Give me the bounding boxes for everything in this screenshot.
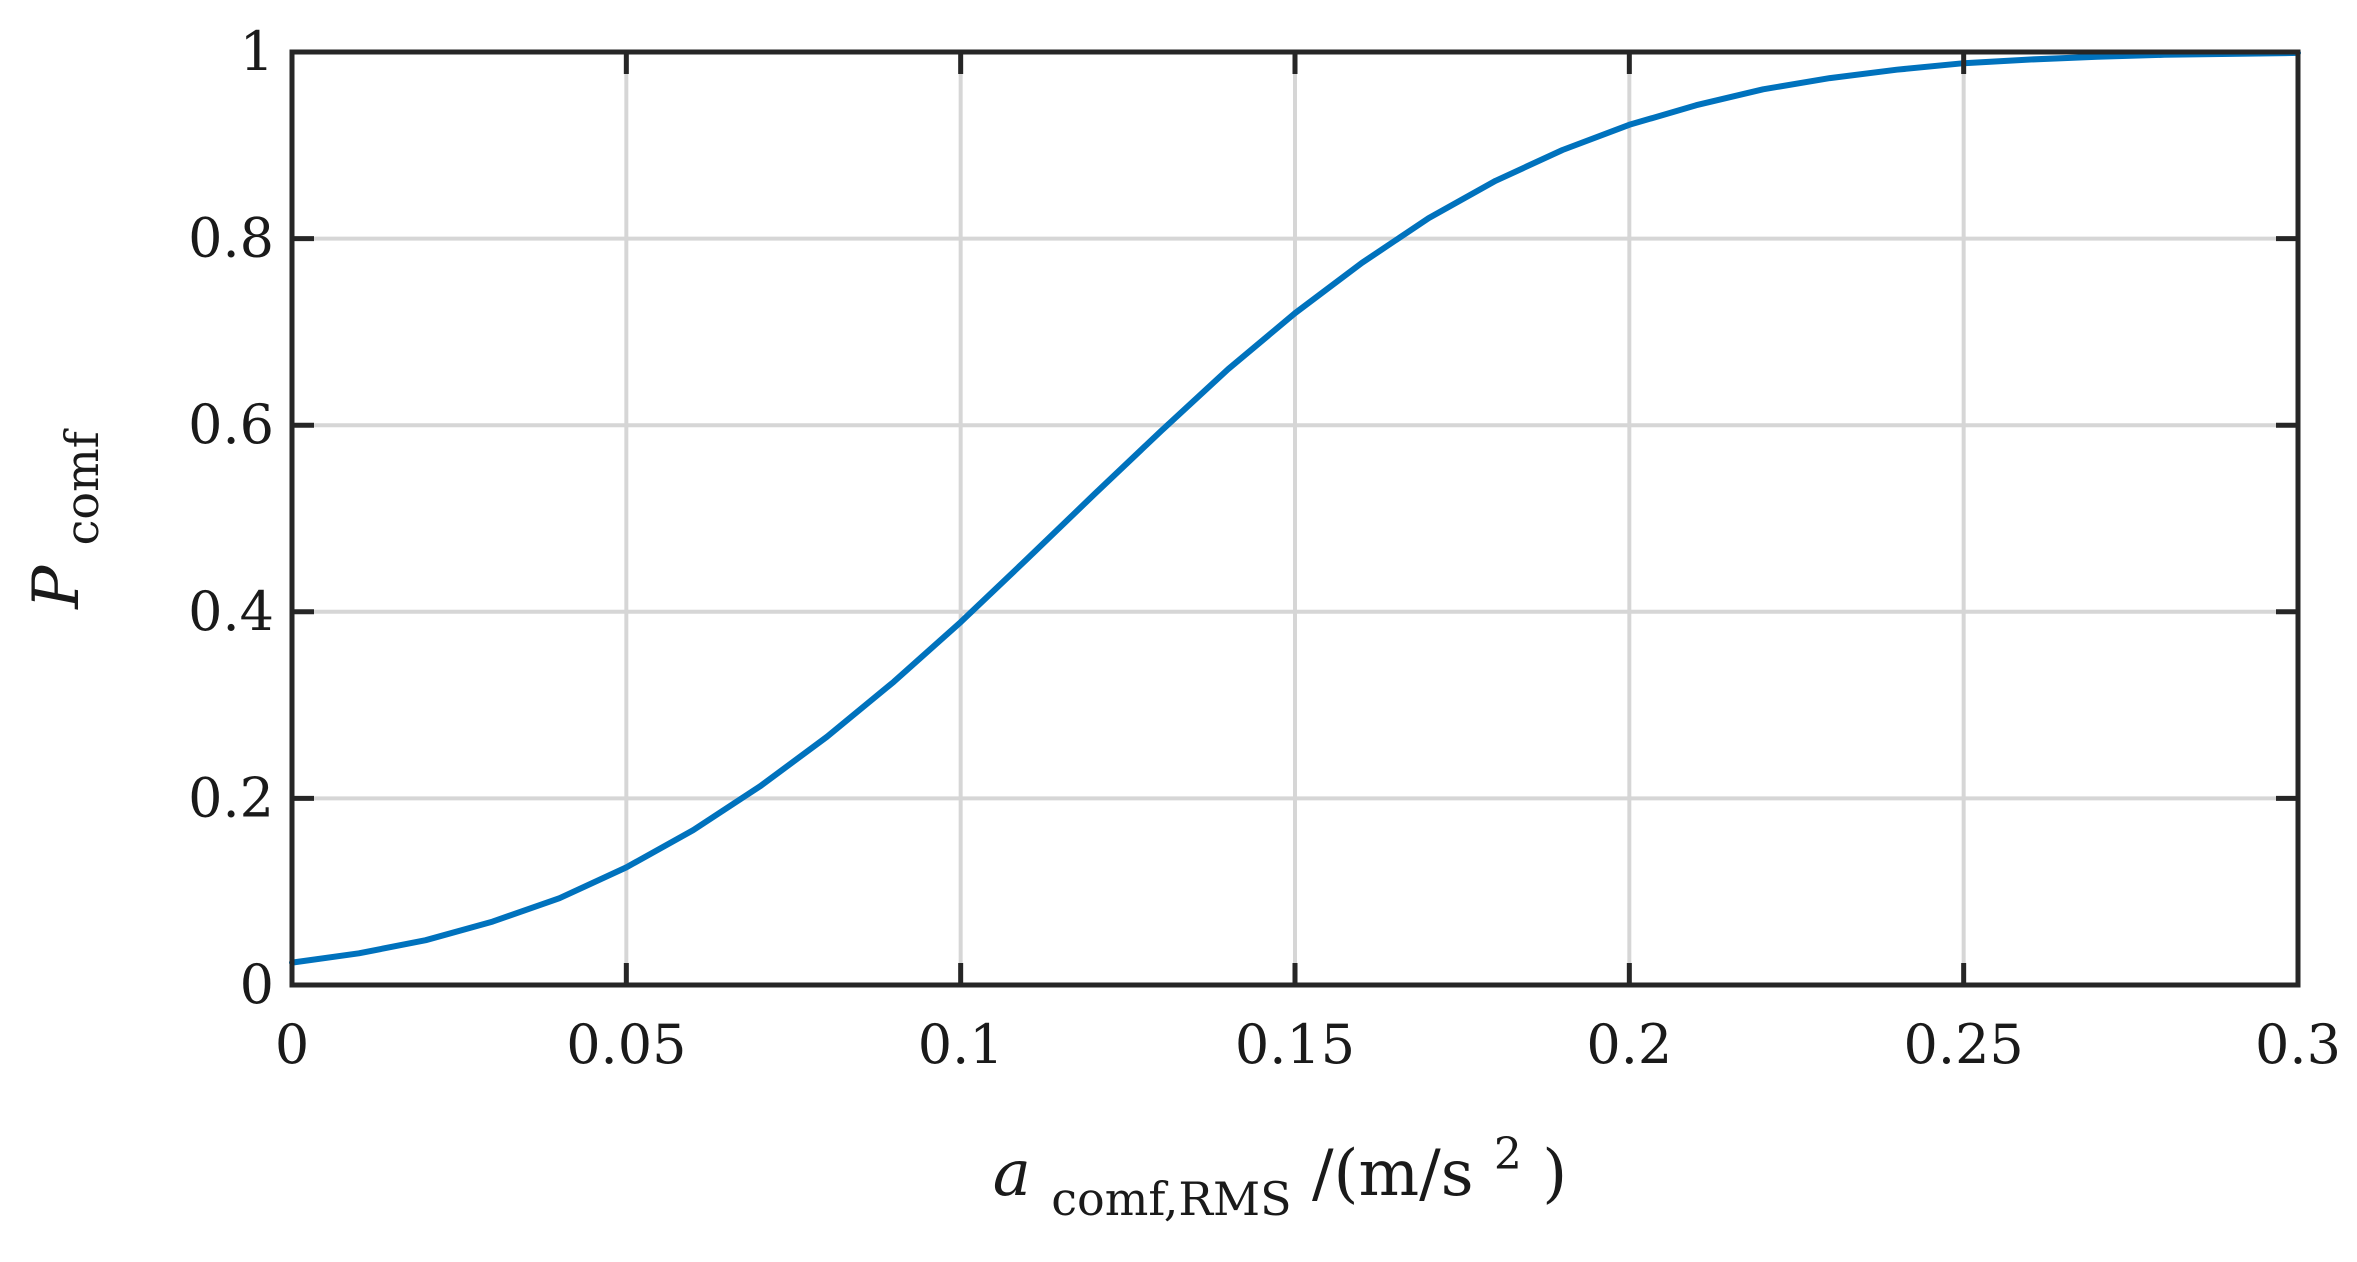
x-axis-label-units: /(m/s: [1312, 1137, 1474, 1211]
x-axis-label-superscript: 2: [1494, 1129, 1522, 1180]
grid: [292, 52, 2298, 985]
x-tick-label: 0.25: [1904, 1013, 2024, 1076]
y-tick-label: 0.8: [188, 207, 274, 270]
y-axis-label: P comf: [20, 428, 109, 609]
y-axis-label-base: P: [20, 565, 94, 610]
ticks: [289, 49, 2301, 988]
y-axis-label-subscript: comf: [55, 428, 109, 545]
y-tick-label: 0.6: [188, 393, 274, 456]
x-axis-label-base: a: [993, 1137, 1031, 1211]
y-tick-labels: 0 0.2 0.4 0.6 0.8 1: [188, 20, 274, 1016]
x-tick-label: 0.3: [2255, 1013, 2341, 1076]
x-tick-label: 0.05: [566, 1013, 686, 1076]
x-axis-label-close: ): [1542, 1137, 1567, 1211]
x-tick-labels: 0 0.05 0.1 0.15 0.2 0.25 0.3: [275, 1013, 2341, 1076]
y-tick-label: 0: [240, 953, 274, 1016]
x-tick-label: 0.1: [918, 1013, 1004, 1076]
x-tick-label: 0: [275, 1013, 309, 1076]
y-tick-label: 0.4: [188, 580, 274, 643]
x-tick-label: 0.2: [1586, 1013, 1672, 1076]
x-axis-label-subscript: comf,RMS: [1051, 1172, 1291, 1226]
y-tick-label: 0.2: [188, 766, 274, 829]
x-axis-label: a comf,RMS /(m/s 2 ): [993, 1111, 1567, 1231]
y-tick-label: 1: [240, 20, 274, 83]
x-tick-label: 0.15: [1235, 1013, 1355, 1076]
